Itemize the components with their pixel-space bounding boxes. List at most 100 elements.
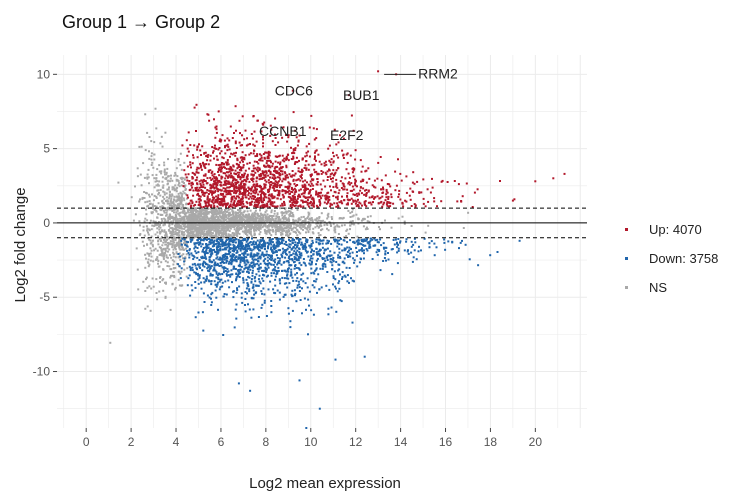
point-ns <box>265 216 268 219</box>
point-ns <box>246 224 248 227</box>
point-ns <box>173 233 176 236</box>
point-ns <box>171 179 174 182</box>
point-up <box>263 171 266 174</box>
point-up <box>250 133 253 135</box>
point-ns <box>280 233 283 236</box>
point-ns <box>318 216 321 218</box>
point-ns <box>259 215 262 218</box>
point-up <box>239 199 242 202</box>
point-ns <box>213 225 216 228</box>
point-up <box>250 197 253 200</box>
point-down <box>316 257 319 260</box>
point-ns <box>222 222 225 225</box>
point-down <box>298 240 301 243</box>
point-down <box>257 264 260 267</box>
point-up <box>225 167 228 170</box>
point-down <box>331 258 334 261</box>
point-up <box>270 183 273 186</box>
point-up <box>319 202 322 205</box>
point-up <box>552 177 555 180</box>
point-up <box>286 191 289 194</box>
point-ns <box>145 192 148 195</box>
point-ns <box>160 254 162 257</box>
point-up <box>224 166 226 169</box>
point-ns <box>321 228 324 231</box>
point-up <box>373 179 376 182</box>
point-ns <box>183 240 186 243</box>
point-up <box>269 124 272 127</box>
point-ns <box>250 226 253 229</box>
point-down <box>225 273 228 276</box>
point-up <box>386 191 389 194</box>
point-ns <box>146 305 149 308</box>
point-ns <box>271 216 274 219</box>
point-up <box>235 147 238 149</box>
point-up <box>303 192 306 195</box>
point-ns <box>183 182 185 184</box>
point-ns <box>177 196 180 199</box>
point-up <box>307 168 310 171</box>
point-ns <box>193 215 196 218</box>
point-ns <box>211 213 214 216</box>
point-up <box>348 183 351 186</box>
point-ns <box>190 219 193 222</box>
point-ns <box>236 217 239 220</box>
point-ns <box>233 222 236 225</box>
point-up <box>225 203 228 206</box>
point-down <box>281 242 284 245</box>
point-up <box>348 198 351 201</box>
point-up <box>385 190 388 193</box>
point-down <box>286 274 288 277</box>
point-ns <box>172 251 175 254</box>
point-down <box>219 286 222 289</box>
point-down <box>317 250 320 253</box>
point-up <box>291 206 293 209</box>
point-down <box>247 303 249 306</box>
point-down <box>289 240 292 243</box>
point-up <box>297 193 300 196</box>
point-ns <box>178 205 181 207</box>
point-up <box>234 105 237 108</box>
point-up <box>331 172 334 175</box>
point-down <box>270 243 273 246</box>
point-ns <box>148 195 151 198</box>
point-up <box>315 183 318 186</box>
point-ns <box>167 217 170 220</box>
point-down <box>230 258 233 261</box>
point-up <box>207 193 210 195</box>
point-up <box>238 175 241 178</box>
point-ns <box>180 226 183 229</box>
point-up <box>295 136 298 139</box>
point-ns <box>307 226 310 229</box>
point-ns <box>238 219 240 222</box>
point-up <box>267 150 270 153</box>
point-up <box>221 193 224 196</box>
point-ns <box>271 223 274 226</box>
point-ns <box>323 224 326 227</box>
point-ns <box>176 218 179 221</box>
point-down <box>279 282 282 285</box>
point-up <box>276 205 279 208</box>
point-up <box>281 136 284 139</box>
point-up <box>247 194 250 197</box>
point-ns <box>209 225 212 227</box>
point-down <box>247 266 250 269</box>
point-ns <box>235 220 238 223</box>
point-up <box>194 189 197 192</box>
point-up <box>287 176 289 179</box>
point-ns <box>289 211 292 214</box>
point-up <box>424 205 427 208</box>
point-ns <box>163 161 166 164</box>
point-ns <box>338 225 341 228</box>
point-down <box>253 293 256 296</box>
point-ns <box>169 308 172 311</box>
point-down <box>274 275 277 278</box>
point-ns <box>213 234 216 237</box>
point-ns <box>165 176 168 179</box>
point-ns <box>314 226 317 229</box>
point-ns <box>144 307 147 310</box>
point-ns <box>327 212 330 215</box>
point-ns <box>169 199 172 202</box>
point-ns <box>161 213 164 216</box>
point-up <box>258 199 261 202</box>
